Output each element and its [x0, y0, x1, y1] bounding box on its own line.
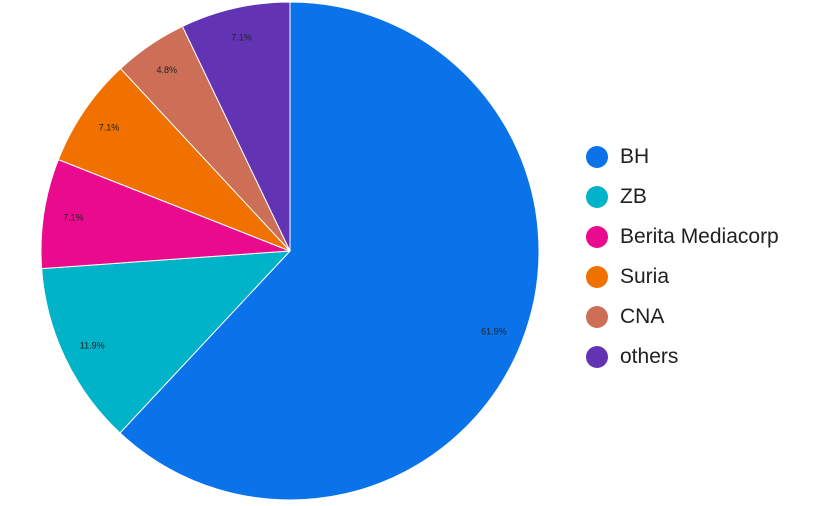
legend-swatch	[586, 266, 608, 288]
legend-item-others[interactable]: others	[586, 337, 779, 377]
pie-slice-bh	[119, 1, 540, 501]
legend-item-berita-mediacorp[interactable]: Berita Mediacorp	[586, 217, 779, 257]
slice-label-bh: 61.9%	[481, 326, 507, 336]
legend-label: others	[620, 345, 679, 368]
pie-slice-berita-mediacorp	[40, 158, 291, 270]
legend-swatch	[586, 186, 608, 208]
legend-swatch	[586, 146, 608, 168]
pie-slice-suria	[57, 67, 291, 252]
legend-item-zb[interactable]: ZB	[586, 177, 779, 217]
chart-legend: BH ZB Berita Mediacorp Suria CNA others	[586, 137, 779, 377]
legend-label: CNA	[620, 305, 665, 328]
legend-item-bh[interactable]: BH	[586, 137, 779, 177]
legend-label: Suria	[620, 265, 670, 288]
legend-swatch	[586, 226, 608, 248]
slice-label-berita-mediacorp: 7.1%	[63, 213, 84, 223]
pie-slice-labels: 61.9% 11.9% 7.1% 7.1% 4.8% 7.1%	[63, 32, 506, 350]
slice-label-others: 7.1%	[231, 32, 252, 42]
slice-label-suria: 7.1%	[99, 122, 120, 132]
legend-item-cna[interactable]: CNA	[586, 297, 779, 337]
slice-label-cna: 4.8%	[156, 65, 177, 75]
pie-slices	[40, 1, 540, 501]
pie-slice-others	[181, 1, 291, 252]
pie-slice-zb	[41, 250, 292, 434]
legend-label: BH	[620, 145, 650, 168]
legend-label: Berita Mediacorp	[620, 225, 779, 248]
legend-item-suria[interactable]: Suria	[586, 257, 779, 297]
legend-label: ZB	[620, 185, 647, 208]
legend-swatch	[586, 346, 608, 368]
legend-swatch	[586, 306, 608, 328]
slice-label-zb: 11.9%	[80, 340, 105, 350]
